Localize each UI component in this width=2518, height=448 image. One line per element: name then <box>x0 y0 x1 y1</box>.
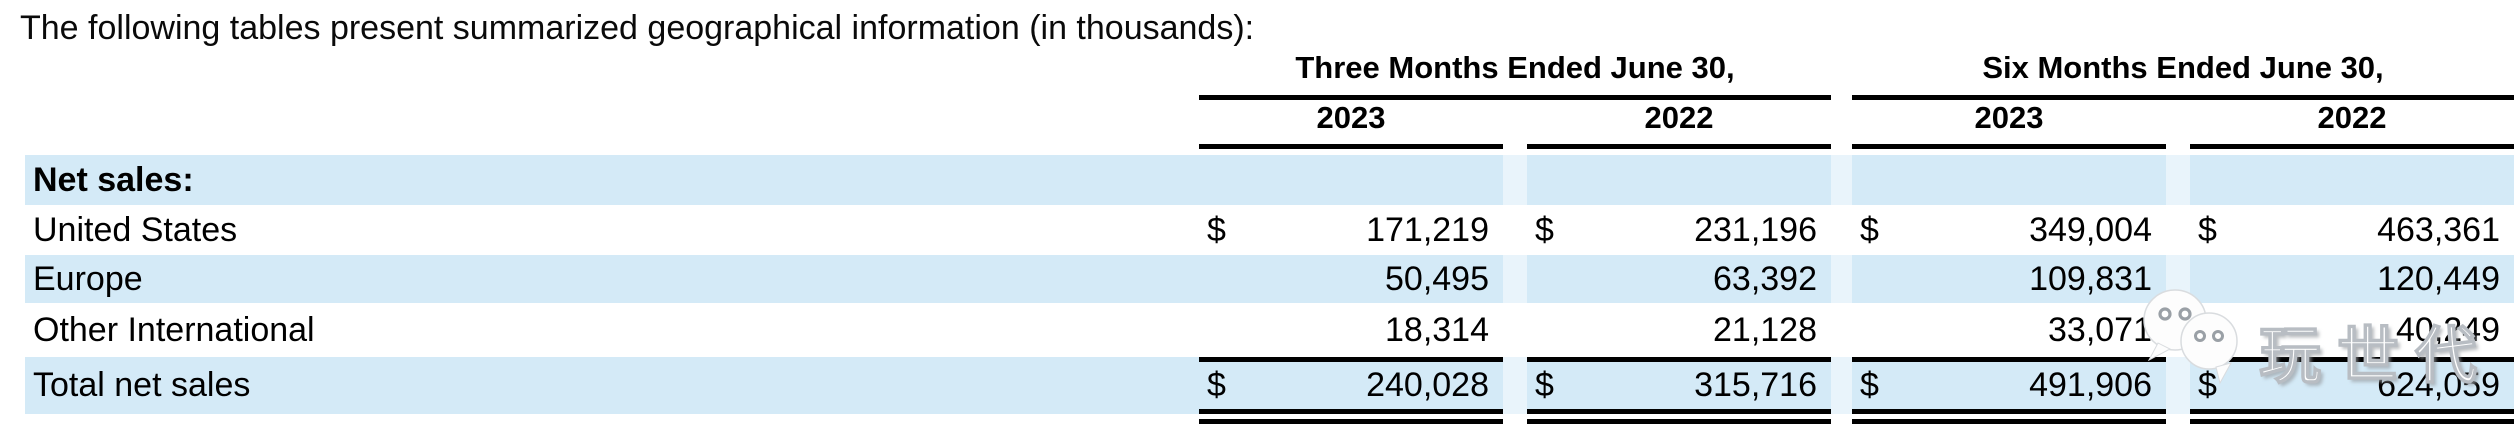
section-row: Net sales: <box>25 155 2514 205</box>
col-group-six-months: Six Months Ended June 30, <box>1852 48 2514 100</box>
page-title: The following tables present summarized … <box>20 9 1255 47</box>
cell-value: 109,831 <box>2029 259 2152 298</box>
row-label: Total net sales <box>25 357 1199 414</box>
year-header-row: 2023 2022 2023 2022 <box>25 100 2514 149</box>
dollar-sign: $ <box>1207 366 1226 404</box>
gutter <box>2166 303 2190 357</box>
dollar-sign: $ <box>2198 210 2217 249</box>
cell-value: 171,219 <box>1366 210 1489 249</box>
table-row: Other International 18,314 21,128 33,071… <box>25 303 2514 357</box>
total-row: Total net sales $ 240,028 $ 315,716 $ 49… <box>25 357 2514 414</box>
year-header: 2022 <box>1527 100 1831 149</box>
gutter <box>1503 255 1527 303</box>
gutter <box>2166 205 2190 255</box>
geo-table: Three Months Ended June 30, Six Months E… <box>25 48 2514 424</box>
table-row: United States $ 171,219 $ 231,196 $ 349,… <box>25 205 2514 255</box>
col-group-three-months: Three Months Ended June 30, <box>1199 48 1831 100</box>
cell-value: 18,314 <box>1385 310 1489 349</box>
dollar-sign: $ <box>1535 366 1554 404</box>
cell-value: 240,028 <box>1366 366 1489 404</box>
gutter <box>1503 205 1527 255</box>
gutter <box>1831 255 1852 303</box>
cell-value: 120,449 <box>2377 259 2500 298</box>
cell-value: 63,392 <box>1713 259 1817 298</box>
cell-value: 491,906 <box>2029 366 2152 404</box>
cell-value: 463,361 <box>2377 210 2500 249</box>
row-label: Other International <box>33 310 315 349</box>
gutter <box>1831 155 1852 205</box>
double-rule-row <box>25 414 2514 424</box>
cell-value: 50,495 <box>1385 259 1489 298</box>
year-header: 2023 <box>1852 100 2166 149</box>
cell-value: 33,071 <box>2048 310 2152 349</box>
cell-value: 40,249 <box>2396 310 2500 349</box>
dollar-sign: $ <box>2198 366 2217 404</box>
dollar-sign: $ <box>1207 210 1226 249</box>
gutter <box>2166 357 2190 414</box>
gutter <box>1831 205 1852 255</box>
section-label: Net sales: <box>25 155 1199 205</box>
gutter <box>1831 303 1852 357</box>
cell-value: 21,128 <box>1713 310 1817 349</box>
table-row: Europe 50,495 63,392 109,831 120,449 <box>25 255 2514 303</box>
cell-value: 315,716 <box>1694 366 1817 404</box>
double-rule <box>1852 414 2166 424</box>
gutter <box>1503 357 1527 414</box>
dollar-sign: $ <box>1860 210 1879 249</box>
header-spacer <box>25 148 2514 155</box>
double-rule <box>1527 414 1831 424</box>
cell-value: 624,059 <box>2377 366 2500 404</box>
col-group-header-row: Three Months Ended June 30, Six Months E… <box>25 48 2514 100</box>
cell-value: 349,004 <box>2029 210 2152 249</box>
double-rule <box>2190 414 2514 424</box>
row-label: United States <box>33 210 238 249</box>
year-header: 2023 <box>1199 100 1503 149</box>
gutter <box>1503 303 1527 357</box>
gutter <box>1503 155 1527 205</box>
row-label: Europe <box>25 255 1199 303</box>
gutter <box>2166 155 2190 205</box>
double-rule <box>1199 414 1503 424</box>
cell-value: 231,196 <box>1694 210 1817 249</box>
gutter <box>2166 255 2190 303</box>
dollar-sign: $ <box>1860 366 1879 404</box>
dollar-sign: $ <box>1535 210 1554 249</box>
year-header: 2022 <box>2190 100 2514 149</box>
gutter <box>1831 357 1852 414</box>
